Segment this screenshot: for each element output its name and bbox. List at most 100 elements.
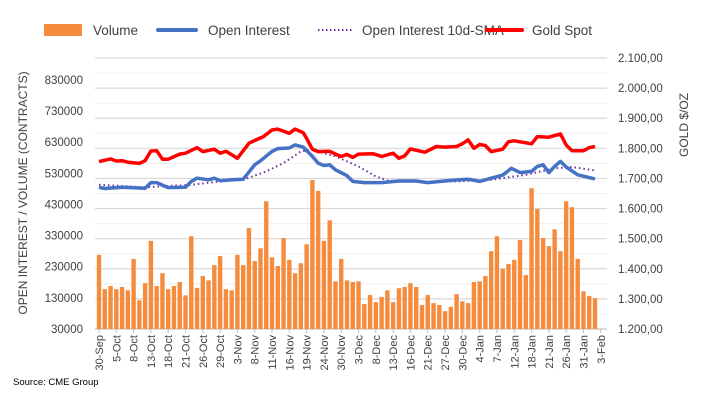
gold-spot-line xyxy=(98,127,596,166)
x-tick-label: 18-Oct xyxy=(163,335,175,368)
right-axis-ticks: 1.200,00 1.300,00 1.400,00 1.500,00 1.600,00… xyxy=(618,53,663,336)
x-tick-label: 27-Dec xyxy=(440,335,452,371)
volume-bar xyxy=(269,257,275,329)
right-tick-label: 2.100,00 xyxy=(618,53,663,65)
x-tick-label: 3-Feb xyxy=(596,335,608,364)
right-tick-label: 1.300,00 xyxy=(618,294,663,306)
left-tick-label: 830000 xyxy=(45,75,83,87)
volume-bar xyxy=(258,248,263,329)
x-tick-label: 13-Dec xyxy=(388,335,400,371)
left-tick-label: 330000 xyxy=(45,231,83,243)
volume-bar xyxy=(189,236,194,329)
volume-bar xyxy=(483,276,488,329)
volume-bar xyxy=(344,280,350,329)
x-axis-ticks: 30-Sep 5-Oct 8-Oct 13-Oct 18-Oct 21-Oct 26-Oct… xyxy=(94,329,608,370)
right-tick-label: 1.400,00 xyxy=(618,264,663,276)
right-tick-label: 1.200,00 xyxy=(618,324,663,336)
volume-bar xyxy=(114,289,119,329)
x-tick-label: 26-Jan xyxy=(561,335,573,369)
volume-bar xyxy=(373,302,379,329)
volume-bar xyxy=(529,188,534,329)
volume-bar xyxy=(304,244,309,329)
volume-bar xyxy=(223,289,229,329)
volume-bar xyxy=(240,265,246,329)
volume-bar xyxy=(287,259,292,329)
volume-bar xyxy=(552,229,557,329)
volume-bar xyxy=(327,220,332,329)
volume-bar xyxy=(246,228,252,329)
volume-bar xyxy=(460,301,465,329)
volume-bar xyxy=(523,275,528,329)
volume-bar xyxy=(379,296,384,329)
x-tick-label: 29-Oct xyxy=(215,335,227,368)
x-tick-label: 24-Nov xyxy=(319,335,331,371)
left-tick-label: 530000 xyxy=(45,168,83,180)
x-tick-label: 18-Jan xyxy=(527,335,539,369)
volume-bar xyxy=(563,201,569,329)
source-note: Source: CME Group xyxy=(13,377,99,388)
volume-bar xyxy=(494,236,500,329)
legend-label-open-interest: Open Interest xyxy=(208,23,290,38)
volume-bar xyxy=(333,281,338,329)
x-tick-label: 26-Oct xyxy=(198,335,210,368)
volume-bar xyxy=(465,303,471,329)
volume-bar xyxy=(500,268,505,329)
left-axis-title: OPEN INTEREST / VOLUME (CONTRACTS) xyxy=(16,71,30,314)
volume-bar xyxy=(414,286,419,329)
volume-bar xyxy=(367,295,373,329)
x-tick-label: 5-Oct xyxy=(111,335,123,362)
volume-bar xyxy=(506,263,511,329)
volume-bar xyxy=(517,239,523,329)
legend-label-sma: Open Interest 10d-SMA xyxy=(362,23,504,38)
volume-bar xyxy=(448,306,454,329)
x-tick-label: 3-Dec xyxy=(354,335,366,365)
volume-bar xyxy=(119,286,125,329)
left-tick-label: 630000 xyxy=(45,137,83,149)
right-tick-label: 2.000,00 xyxy=(618,83,663,95)
legend-label-gold: Gold Spot xyxy=(532,23,592,38)
x-tick-label: 30-Nov xyxy=(336,335,348,371)
gridlines xyxy=(95,57,607,330)
right-tick-label: 1.700,00 xyxy=(618,173,663,185)
left-tick-label: 430000 xyxy=(45,199,83,211)
left-tick-label: 130000 xyxy=(45,293,83,305)
right-tick-label: 1.900,00 xyxy=(618,113,663,125)
volume-bar xyxy=(310,180,315,329)
x-tick-label: 13-Oct xyxy=(146,335,158,368)
volume-bar xyxy=(390,302,396,329)
legend: Volume Open Interest Open Interest 10d-S… xyxy=(44,23,592,38)
volume-bar xyxy=(142,283,148,329)
volume-bar xyxy=(437,305,442,329)
volume-bar xyxy=(425,295,430,329)
volume-bar xyxy=(385,290,390,329)
volume-bar xyxy=(125,290,131,329)
volume-bar xyxy=(350,281,355,329)
volume-bar xyxy=(212,265,217,329)
volume-bar xyxy=(477,281,482,329)
legend-swatch-volume xyxy=(44,24,82,36)
volume-bar xyxy=(471,281,477,329)
volume-bar xyxy=(160,273,165,329)
right-tick-label: 1.500,00 xyxy=(618,234,663,246)
volume-bar xyxy=(166,289,171,329)
left-tick-label: 30000 xyxy=(51,324,83,336)
left-axis-ticks: 30000 130000 230000 330000 430000 530000 63000… xyxy=(45,75,83,336)
x-tick-label: 30-Dec xyxy=(457,335,469,371)
volume-bar xyxy=(177,281,182,329)
volume-bar xyxy=(402,286,407,329)
right-tick-label: 1.800,00 xyxy=(618,143,663,155)
open-interest-line xyxy=(98,143,596,191)
volume-bar xyxy=(229,290,234,329)
left-tick-label: 230000 xyxy=(45,262,83,274)
volume-bar xyxy=(540,238,546,329)
x-tick-label: 3-Nov xyxy=(232,335,244,365)
right-tick-label: 1.600,00 xyxy=(618,204,663,216)
volume-bar xyxy=(200,276,206,329)
volume-bar xyxy=(575,258,580,329)
volume-bar xyxy=(396,288,402,329)
x-tick-label: 12-Jan xyxy=(509,335,521,369)
x-tick-label: 19-Nov xyxy=(302,335,314,371)
volume-bar xyxy=(131,258,136,329)
x-tick-label: 8-Oct xyxy=(129,335,141,362)
x-tick-label: 4-Jan xyxy=(475,335,487,363)
